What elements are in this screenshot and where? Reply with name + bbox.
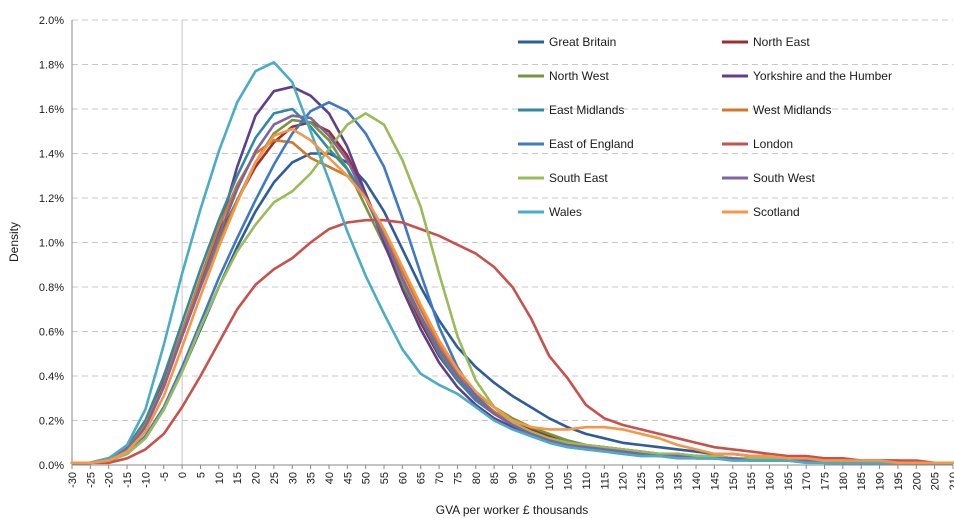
legend: Great Britain North East North West Yorkshi… [518, 35, 892, 219]
x-tick-label: 205 [930, 472, 942, 490]
x-tick-label: 190 [875, 472, 887, 490]
x-tick-label: -10 [140, 472, 152, 488]
legend-label-london: London [753, 137, 793, 151]
x-tick-label: 40 [324, 472, 336, 484]
x-tick-label: 135 [673, 472, 685, 490]
x-tick-label: 0 [177, 472, 189, 478]
x-tick-label: 35 [306, 472, 318, 484]
x-tick-label: 160 [764, 472, 776, 490]
x-tick-label: 130 [654, 472, 666, 490]
x-tick-label: 140 [691, 472, 703, 490]
series-line-london [70, 218, 954, 465]
x-tick-label: 110 [581, 472, 593, 490]
x-tick-label: 105 [563, 472, 575, 490]
x-tick-label: 200 [911, 472, 923, 490]
x-tick-label: 5 [195, 472, 207, 478]
x-tick-label: 55 [379, 472, 391, 484]
x-tick-label: -15 [122, 472, 134, 488]
x-tick-label: 45 [342, 472, 354, 484]
gridlines [72, 19, 953, 465]
x-tick-label: 100 [544, 472, 556, 490]
legend-label-great-britain: Great Britain [549, 35, 616, 49]
y-tick-label: 0.8% [39, 282, 64, 294]
series-lines [70, 60, 954, 465]
legend-label-east-midlands: East Midlands [549, 103, 624, 117]
x-tick-label: 170 [801, 472, 813, 490]
axes: 0.0% 0.2% 0.4% 0.6% 0.8% 1.0% 1.2% 1.4% 1.6% 1.8%… [39, 15, 954, 490]
x-tick-label: 50 [361, 472, 373, 484]
y-tick-label: 0.0% [39, 460, 64, 472]
x-tick-label: 80 [471, 472, 483, 484]
x-tick-label: 65 [416, 472, 428, 484]
series-line-west-midlands [70, 138, 954, 465]
y-tick-label: 0.2% [39, 416, 64, 428]
y-tick-label: 2.0% [39, 15, 64, 27]
x-tick-label: 185 [856, 472, 868, 490]
x-tick-label: 95 [526, 472, 538, 484]
y-tick-label: 0.6% [39, 327, 64, 339]
legend-label-west-midlands: West Midlands [753, 103, 831, 117]
legend-label-north-east: North East [753, 35, 810, 49]
x-tick-label: 20 [251, 472, 263, 484]
x-tick-label: -20 [104, 472, 116, 488]
y-axis-label: Density [7, 222, 21, 262]
legend-label-east-of-england: East of England [549, 137, 634, 151]
y-tick-label: 1.4% [39, 149, 64, 161]
y-tick-label: 1.8% [39, 60, 64, 72]
x-tick-label: 165 [783, 472, 795, 490]
x-tick-label: -25 [85, 472, 97, 488]
x-tick-label: 155 [746, 472, 758, 490]
legend-label-south-east: South East [549, 171, 608, 185]
x-tick-label: 30 [287, 472, 299, 484]
legend-label-wales: Wales [549, 205, 582, 219]
x-tick-label: -5 [159, 472, 171, 482]
x-tick-label: 115 [599, 472, 611, 490]
legend-label-north-west: North West [549, 69, 609, 83]
x-tick-label: 195 [893, 472, 905, 490]
x-tick-label: 150 [728, 472, 740, 490]
x-tick-label: 210 [948, 472, 954, 490]
x-tick-label: 10 [214, 472, 226, 484]
x-tick-label: -30 [67, 472, 79, 488]
legend-label-yorkshire-and-the-humber: Yorkshire and the Humber [753, 69, 892, 83]
x-tick-label: 85 [489, 472, 501, 484]
x-tick-label: 175 [820, 472, 832, 490]
x-tick-label: 90 [508, 472, 520, 484]
series-line-scotland [70, 127, 954, 465]
x-tick-label: 120 [618, 472, 630, 490]
series-line-north-east [70, 121, 954, 465]
y-tick-label: 0.4% [39, 371, 64, 383]
legend-label-scotland: Scotland [753, 205, 800, 219]
x-tick-label: 60 [397, 472, 409, 484]
legend-label-south-west: South West [753, 171, 815, 185]
series-line-north-west [70, 118, 954, 465]
series-line-south-west [70, 114, 954, 465]
y-tick-label: 1.6% [39, 104, 64, 116]
x-tick-label: 125 [636, 472, 648, 490]
x-axis-label: GVA per worker £ thousands [436, 503, 589, 517]
x-tick-label: 145 [709, 472, 721, 490]
y-tick-label: 1.2% [39, 193, 64, 205]
series-line-wales [70, 60, 954, 465]
x-tick-label: 25 [269, 472, 281, 484]
x-tick-label: 180 [838, 472, 850, 490]
x-tick-label: 70 [434, 472, 446, 484]
y-tick-label: 1.0% [39, 238, 64, 250]
x-tick-label: 75 [452, 472, 464, 484]
x-tick-label: 15 [232, 472, 244, 484]
